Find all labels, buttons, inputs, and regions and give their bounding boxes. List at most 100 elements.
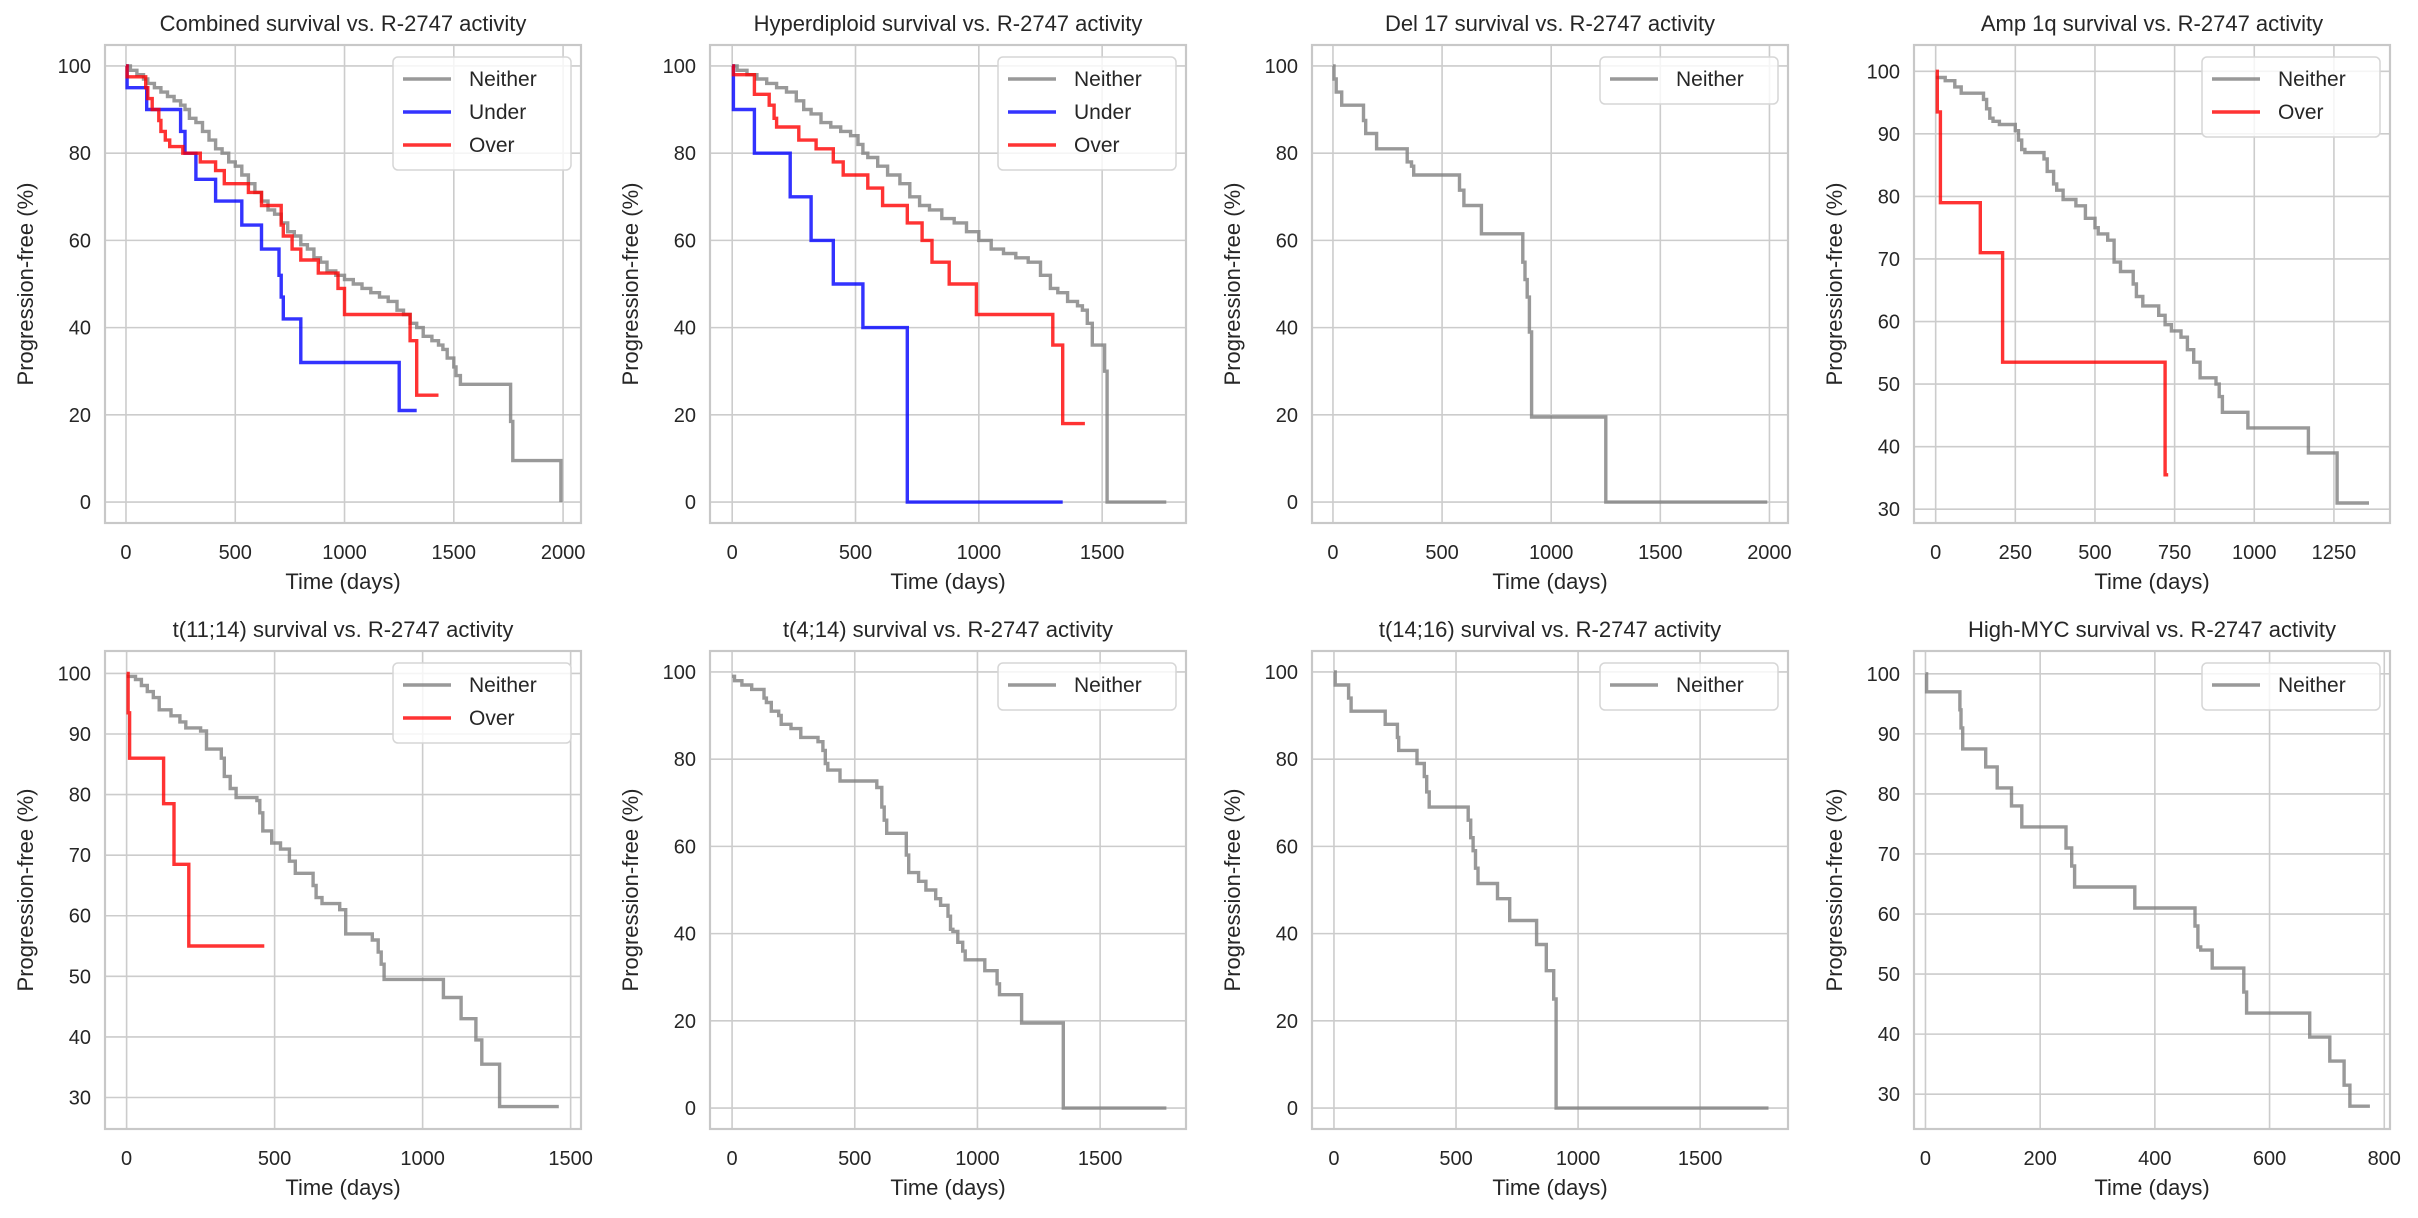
x-axis-label: Time (days) bbox=[1492, 1175, 1607, 1200]
legend-label: Neither bbox=[469, 68, 537, 91]
y-tick-label: 40 bbox=[69, 318, 91, 340]
legend-frame bbox=[2201, 56, 2381, 138]
x-tick-label: 600 bbox=[2253, 1148, 2286, 1170]
y-tick-label: 20 bbox=[674, 405, 696, 427]
legend: Neither Under Over bbox=[392, 56, 572, 171]
x-tick-label: 1000 bbox=[400, 1148, 445, 1170]
y-tick-label: 30 bbox=[1878, 499, 1900, 521]
x-axis-label: Time (days) bbox=[1492, 569, 1607, 594]
y-tick-label: 70 bbox=[1878, 249, 1900, 271]
x-tick-label: 0 bbox=[727, 1148, 738, 1170]
y-axis-label: Progression-free (%) bbox=[618, 183, 643, 386]
y-tick-label: 100 bbox=[663, 662, 696, 684]
y-tick-label: 0 bbox=[80, 492, 91, 514]
y-tick-label: 90 bbox=[69, 724, 91, 746]
x-tick-label: 0 bbox=[120, 542, 131, 564]
x-tick-label: 1500 bbox=[548, 1148, 593, 1170]
legend-frame bbox=[1599, 662, 1779, 711]
series-line-under bbox=[125, 64, 417, 413]
y-tick-label: 80 bbox=[69, 143, 91, 165]
y-tick-label: 20 bbox=[1276, 405, 1298, 427]
y-tick-label: 80 bbox=[1276, 749, 1298, 771]
y-tick-label: 30 bbox=[1878, 1084, 1900, 1106]
x-tick-label: 500 bbox=[1425, 542, 1458, 564]
y-tick-label: 70 bbox=[69, 845, 91, 867]
y-axis-label: Progression-free (%) bbox=[13, 789, 38, 992]
y-tick-label: 100 bbox=[1867, 61, 1900, 83]
legend: Neither Over bbox=[2201, 56, 2381, 138]
y-axis-label: Progression-free (%) bbox=[1220, 789, 1245, 992]
x-tick-label: 1500 bbox=[1638, 542, 1683, 564]
y-tick-label: 80 bbox=[1878, 186, 1900, 208]
legend-label: Over bbox=[1074, 134, 1120, 157]
x-tick-label: 750 bbox=[2158, 542, 2191, 564]
x-tick-label: 1500 bbox=[1678, 1148, 1723, 1170]
legend-label: Neither bbox=[2278, 68, 2346, 91]
x-tick-label: 500 bbox=[258, 1148, 291, 1170]
legend-label: Neither bbox=[1676, 674, 1744, 697]
legend-frame bbox=[997, 56, 1177, 171]
x-tick-label: 2000 bbox=[1747, 542, 1792, 564]
legend-label: Neither bbox=[2278, 674, 2346, 697]
y-tick-label: 60 bbox=[674, 230, 696, 252]
axes-frame bbox=[1912, 649, 2392, 1131]
subplot-title: Hyperdiploid survival vs. R-2747 activit… bbox=[754, 11, 1143, 36]
legend-label: Neither bbox=[469, 674, 537, 697]
x-axis-label: Time (days) bbox=[285, 569, 400, 594]
subplot-title: High-MYC survival vs. R-2747 activity bbox=[1968, 617, 2336, 642]
y-tick-label: 0 bbox=[685, 492, 696, 514]
y-tick-label: 100 bbox=[58, 663, 91, 685]
x-tick-label: 1500 bbox=[432, 542, 477, 564]
y-tick-label: 60 bbox=[69, 230, 91, 252]
x-tick-label: 1000 bbox=[1556, 1148, 1601, 1170]
y-axis-label: Progression-free (%) bbox=[13, 183, 38, 386]
series-line-neither bbox=[732, 674, 1167, 1110]
x-axis-label: Time (days) bbox=[2094, 1175, 2209, 1200]
y-tick-label: 60 bbox=[69, 906, 91, 928]
y-tick-label: 40 bbox=[674, 318, 696, 340]
y-axis-label: Progression-free (%) bbox=[1822, 789, 1847, 992]
legend-frame bbox=[2201, 662, 2381, 711]
series-line-neither bbox=[126, 674, 559, 1109]
y-tick-label: 0 bbox=[685, 1098, 696, 1120]
legend: Neither bbox=[2201, 662, 2381, 711]
x-tick-label: 2000 bbox=[541, 542, 586, 564]
y-tick-label: 50 bbox=[1878, 964, 1900, 986]
y-tick-label: 50 bbox=[1878, 374, 1900, 396]
y-tick-label: 100 bbox=[1867, 664, 1900, 686]
y-tick-label: 100 bbox=[58, 56, 91, 78]
subplot-1: 0 500 1000 1500 2000 0 20 40 60 80 100 Combined sur… bbox=[13, 11, 585, 594]
y-tick-label: 60 bbox=[1276, 836, 1298, 858]
x-tick-label: 1500 bbox=[1078, 1148, 1123, 1170]
x-tick-label: 500 bbox=[1439, 1148, 1472, 1170]
subplot-6: 0 500 1000 1500 0 20 40 60 80 100 t(4;14) survival… bbox=[618, 617, 1188, 1200]
x-tick-label: 250 bbox=[1999, 542, 2032, 564]
subplot-title: t(14;16) survival vs. R-2747 activity bbox=[1379, 617, 1721, 642]
x-tick-label: 0 bbox=[1327, 542, 1338, 564]
x-tick-label: 400 bbox=[2138, 1148, 2171, 1170]
legend: Neither bbox=[1599, 56, 1779, 105]
y-tick-label: 0 bbox=[1287, 1098, 1298, 1120]
legend-label: Over bbox=[469, 707, 515, 730]
axes-frame bbox=[708, 649, 1188, 1131]
axes-frame bbox=[103, 43, 583, 525]
legend: Neither Over bbox=[392, 662, 572, 744]
y-tick-label: 40 bbox=[1878, 437, 1900, 459]
legend-frame bbox=[1599, 56, 1779, 105]
axes-frame bbox=[1310, 43, 1790, 525]
y-tick-label: 80 bbox=[1276, 143, 1298, 165]
y-tick-label: 80 bbox=[674, 143, 696, 165]
x-tick-label: 1000 bbox=[955, 1148, 1000, 1170]
legend-label: Under bbox=[469, 101, 526, 124]
series-line-neither bbox=[126, 64, 563, 503]
x-axis-label: Time (days) bbox=[285, 1175, 400, 1200]
x-tick-label: 500 bbox=[839, 542, 872, 564]
axes-frame bbox=[1310, 649, 1790, 1131]
y-axis-label: Progression-free (%) bbox=[1822, 183, 1847, 386]
x-axis-label: Time (days) bbox=[890, 1175, 1005, 1200]
x-tick-label: 1000 bbox=[2232, 542, 2277, 564]
y-tick-label: 40 bbox=[1276, 318, 1298, 340]
y-tick-label: 30 bbox=[69, 1087, 91, 1109]
y-tick-label: 60 bbox=[1878, 312, 1900, 334]
x-tick-label: 0 bbox=[1930, 542, 1941, 564]
